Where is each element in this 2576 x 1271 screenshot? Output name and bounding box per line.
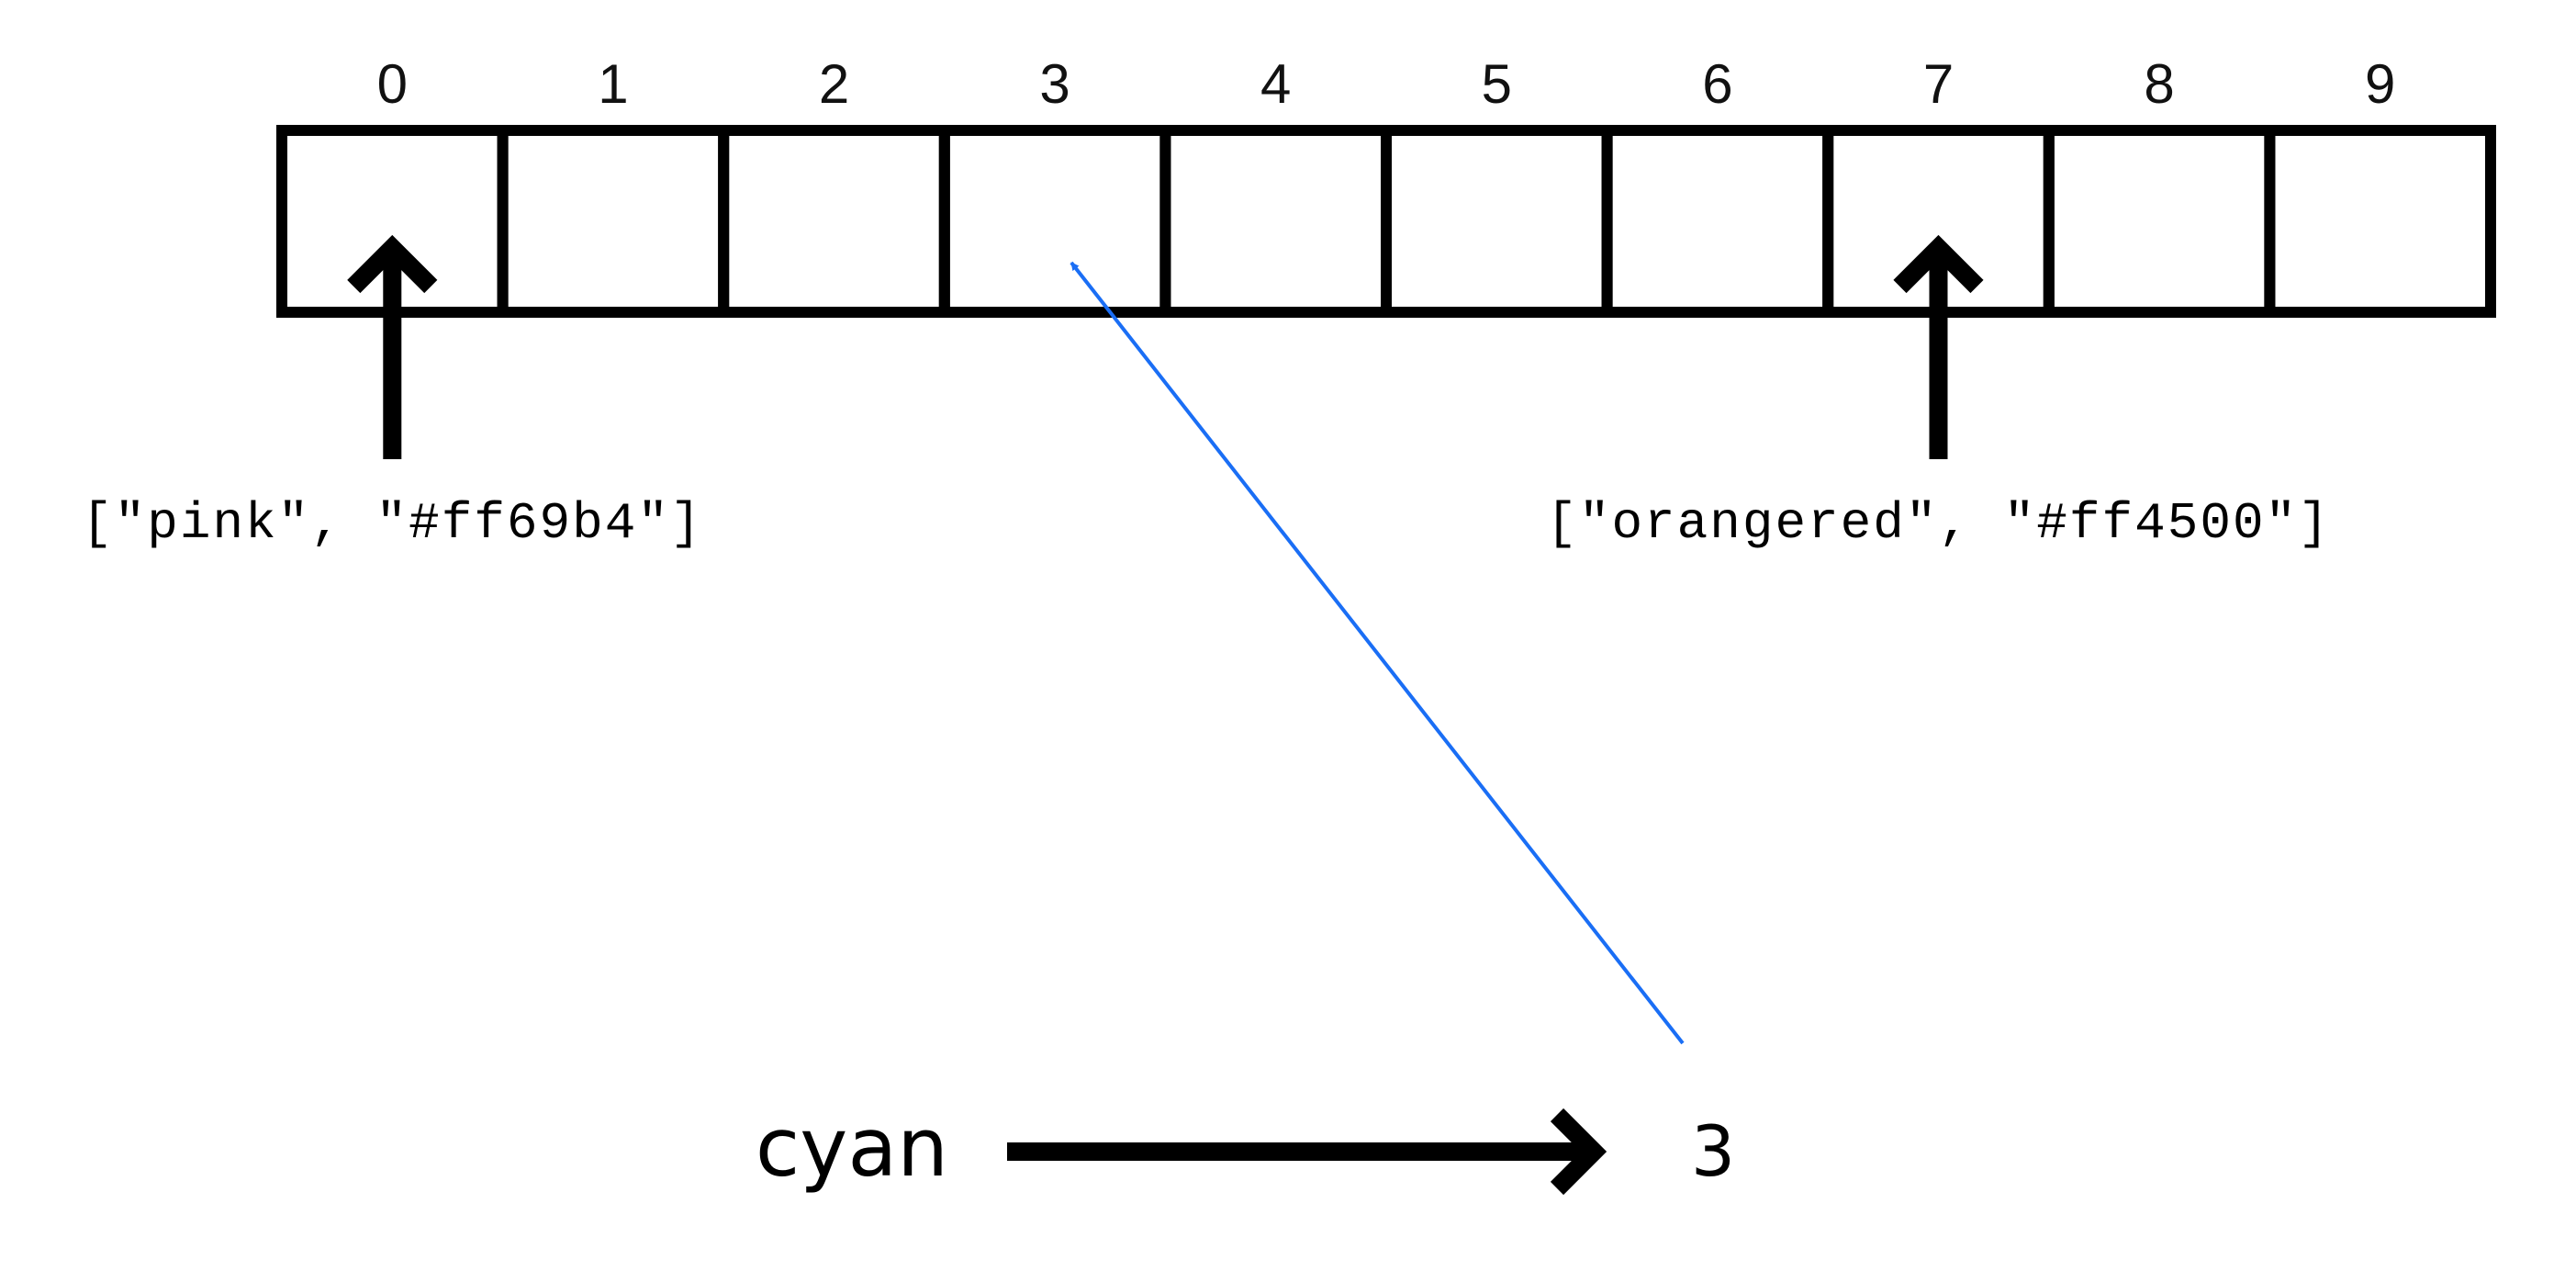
mapping-arrow-head bbox=[1550, 1108, 1607, 1196]
array-cell-8 bbox=[2043, 125, 2276, 318]
mapping-value: 3 bbox=[1691, 1110, 1735, 1192]
mapping: cyan 3 bbox=[756, 261, 1735, 1196]
slot-link-arrow bbox=[1070, 261, 1685, 1045]
array-cells bbox=[276, 125, 2496, 318]
array-cell-9 bbox=[2264, 125, 2496, 318]
pointer-arrow-head bbox=[347, 234, 438, 294]
array-cell-1 bbox=[497, 125, 730, 318]
array-cell-4 bbox=[1159, 125, 1393, 318]
index-label-1: 1 bbox=[598, 53, 628, 115]
index-label-5: 5 bbox=[1482, 53, 1512, 115]
index-label-7: 7 bbox=[1923, 53, 1954, 115]
array-cell-2 bbox=[718, 125, 950, 318]
index-label-3: 3 bbox=[1039, 53, 1070, 115]
pointer-label: ["pink", "#ff69b4"] bbox=[82, 494, 703, 553]
array-cell-6 bbox=[1601, 125, 1834, 318]
index-label-8: 8 bbox=[2144, 53, 2174, 115]
array-cell-5 bbox=[1381, 125, 1613, 318]
index-label-4: 4 bbox=[1260, 53, 1291, 115]
index-labels: 0 1 2 3 4 5 6 7 8 9 bbox=[377, 53, 2396, 115]
pointers: ["pink", "#ff69b4"] ["orangered", "#ff450… bbox=[82, 234, 2331, 553]
pointer-arrow-head bbox=[1893, 234, 1984, 294]
array-cell-3 bbox=[938, 125, 1171, 318]
pointer-label: ["orangered", "#ff4500"] bbox=[1546, 494, 2331, 553]
mapping-key: cyan bbox=[756, 1100, 948, 1195]
index-label-2: 2 bbox=[819, 53, 849, 115]
index-label-0: 0 bbox=[377, 53, 408, 115]
pointer-0: ["pink", "#ff69b4"] bbox=[82, 234, 703, 553]
pointer-7: ["orangered", "#ff4500"] bbox=[1546, 234, 2331, 553]
index-label-9: 9 bbox=[2365, 53, 2395, 115]
index-label-6: 6 bbox=[1702, 53, 1732, 115]
